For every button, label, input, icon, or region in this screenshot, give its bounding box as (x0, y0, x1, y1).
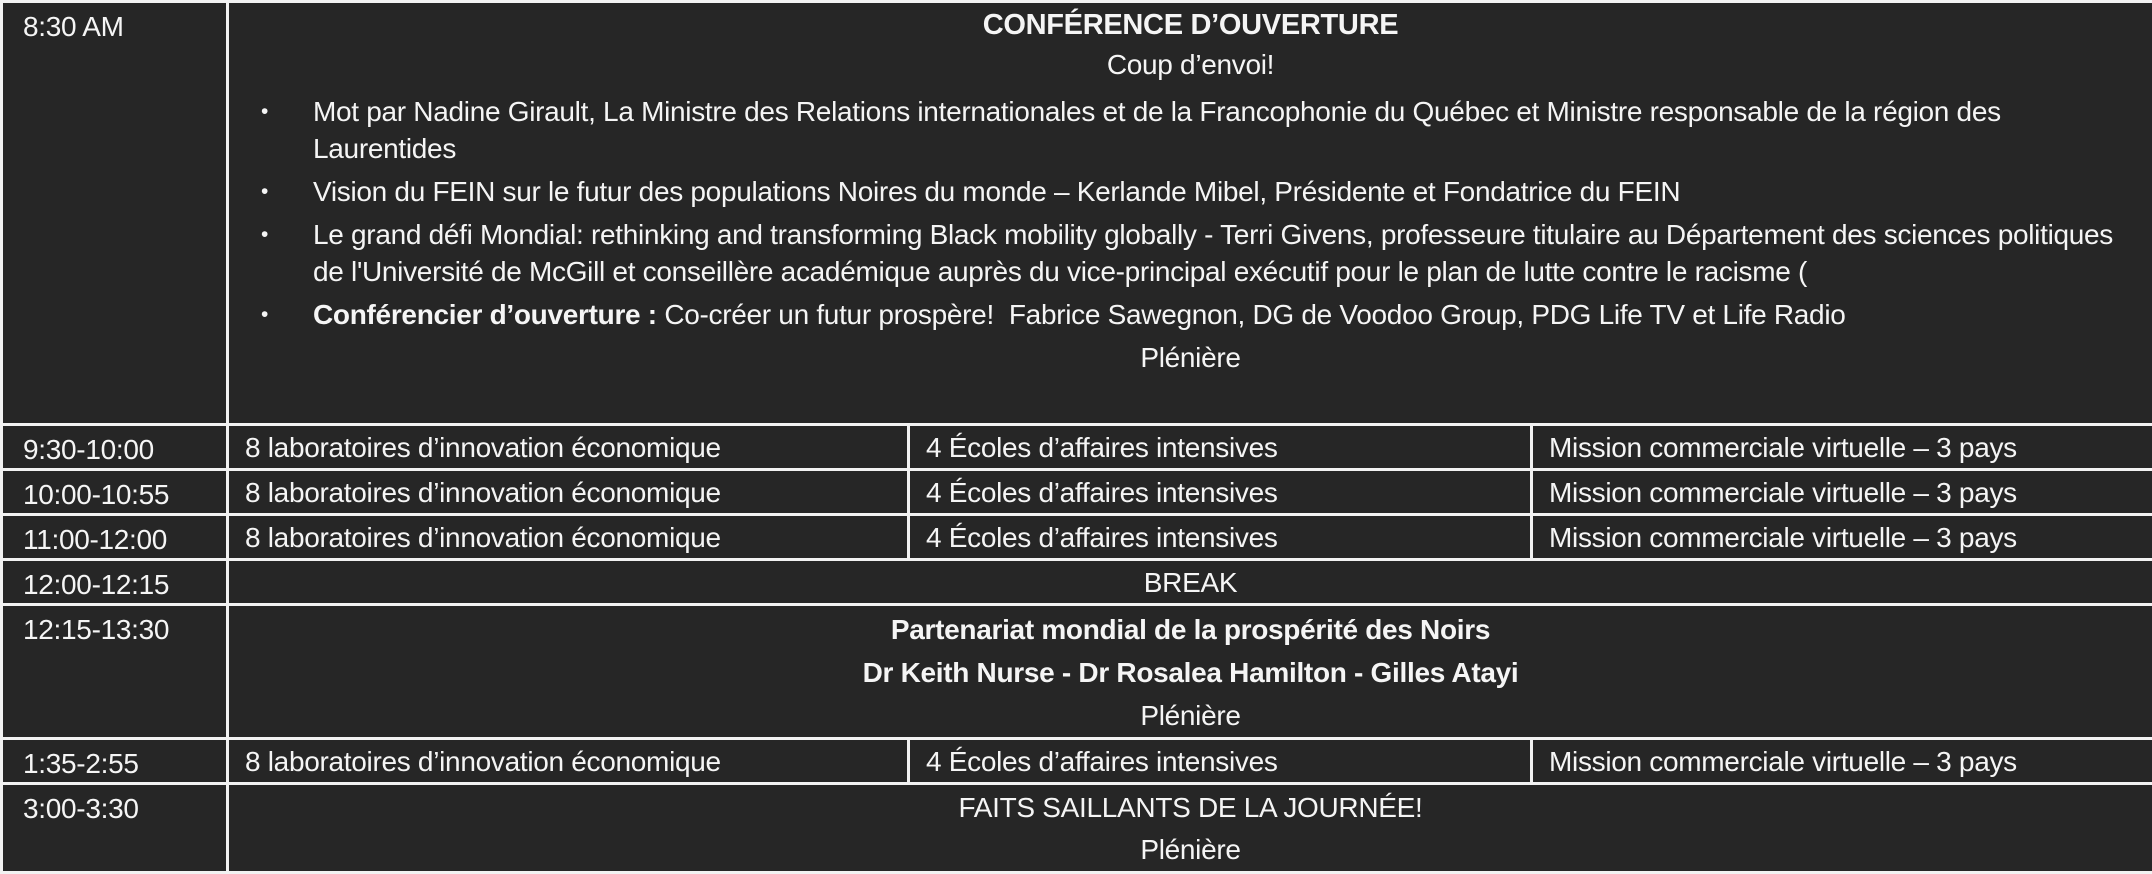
time-cell: 9:30-10:00 (2, 425, 228, 470)
labs-cell: 8 laboratoires d’innovation économique (228, 739, 909, 784)
plenary-title: Partenariat mondial de la prospérité des… (243, 608, 2138, 651)
schools-label: 4 Écoles d’affaires intensives (926, 522, 1278, 553)
row-session-930: 9:30-10:00 8 laboratoires d’innovation é… (2, 425, 2152, 470)
mission-label: Mission commerciale virtuelle – 3 pays (1549, 522, 2017, 553)
time-label: 12:00-12:15 (23, 569, 169, 600)
opening-room-label: Plénière (241, 339, 2140, 377)
schools-label: 4 Écoles d’affaires intensives (926, 477, 1278, 508)
row-highlights: 3:00-3:30 FAITS SAILLANTS DE LA JOURNÉE!… (2, 784, 2152, 873)
bullet-text: Le grand défi Mondial: rethinking and tr… (313, 216, 2140, 290)
row-session-1000: 10:00-10:55 8 laboratoires d’innovation … (2, 470, 2152, 515)
time-cell: 12:00-12:15 (2, 560, 228, 605)
highlights-cell: FAITS SAILLANTS DE LA JOURNÉE! Plénière (228, 784, 2152, 873)
time-cell: 11:00-12:00 (2, 515, 228, 560)
bullet-body: Mot par Nadine Girault, La Ministre des … (313, 96, 2008, 164)
labs-label: 8 laboratoires d’innovation économique (245, 477, 721, 508)
break-cell: BREAK (228, 560, 2152, 605)
bullet-item-keynote: • Conférencier d’ouverture : Co-créer un… (241, 296, 2140, 333)
row-break: 12:00-12:15 BREAK (2, 560, 2152, 605)
opening-subtitle: Coup d’envoi! (241, 45, 2140, 84)
plenary-speakers: Dr Keith Nurse - Dr Rosalea Hamilton - G… (243, 651, 2138, 694)
labs-cell: 8 laboratoires d’innovation économique (228, 515, 909, 560)
bullet-text: Mot par Nadine Girault, La Ministre des … (313, 93, 2140, 167)
bullet-lead: Conférencier d’ouverture : (313, 299, 664, 330)
mission-label: Mission commerciale virtuelle – 3 pays (1549, 477, 2017, 508)
opening-title: CONFÉRENCE D’OUVERTURE (241, 6, 2140, 45)
schools-label: 4 Écoles d’affaires intensives (926, 746, 1278, 777)
mission-cell: Mission commerciale virtuelle – 3 pays (1532, 739, 2152, 784)
time-label: 8:30 AM (23, 11, 124, 42)
time-cell: 10:00-10:55 (2, 470, 228, 515)
highlights-title: FAITS SAILLANTS DE LA JOURNÉE! (243, 787, 2138, 829)
bullet-icon: • (241, 216, 313, 290)
labs-label: 8 laboratoires d’innovation économique (245, 746, 721, 777)
schools-cell: 4 Écoles d’affaires intensives (909, 470, 1532, 515)
row-session-135: 1:35-2:55 8 laboratoires d’innovation éc… (2, 739, 2152, 784)
bullet-item-minister: • Mot par Nadine Girault, La Ministre de… (241, 93, 2140, 167)
bullet-body: Co-créer un futur prospère! Fabrice Sawe… (664, 299, 1845, 330)
time-cell: 12:15-13:30 (2, 605, 228, 739)
schools-cell: 4 Écoles d’affaires intensives (909, 515, 1532, 560)
time-label: 10:00-10:55 (23, 479, 169, 510)
schools-cell: 4 Écoles d’affaires intensives (909, 739, 1532, 784)
time-label: 3:00-3:30 (23, 793, 139, 824)
labs-cell: 8 laboratoires d’innovation économique (228, 470, 909, 515)
bullet-body: Vision du FEIN sur le futur des populati… (313, 176, 1680, 207)
mission-cell: Mission commerciale virtuelle – 3 pays (1532, 425, 2152, 470)
bullet-icon: • (241, 93, 313, 167)
opening-bullet-list: • Mot par Nadine Girault, La Ministre de… (241, 93, 2140, 333)
labs-label: 8 laboratoires d’innovation économique (245, 522, 721, 553)
highlights-room-label: Plénière (243, 829, 2138, 871)
mission-label: Mission commerciale virtuelle – 3 pays (1549, 432, 2017, 463)
schools-cell: 4 Écoles d’affaires intensives (909, 425, 1532, 470)
bullet-item-fein-vision: • Vision du FEIN sur le futur des popula… (241, 173, 2140, 210)
time-cell: 3:00-3:30 (2, 784, 228, 873)
bullet-body: Le grand défi Mondial: rethinking and tr… (313, 219, 2121, 287)
labs-cell: 8 laboratoires d’innovation économique (228, 425, 909, 470)
bullet-text: Vision du FEIN sur le futur des populati… (313, 173, 2140, 210)
mission-cell: Mission commerciale virtuelle – 3 pays (1532, 470, 2152, 515)
schools-label: 4 Écoles d’affaires intensives (926, 432, 1278, 463)
mission-cell: Mission commerciale virtuelle – 3 pays (1532, 515, 2152, 560)
bullet-icon: • (241, 296, 313, 333)
time-label: 9:30-10:00 (23, 434, 154, 465)
time-label: 1:35-2:55 (23, 748, 139, 779)
time-cell: 1:35-2:55 (2, 739, 228, 784)
bullet-item-grand-defi: • Le grand défi Mondial: rethinking and … (241, 216, 2140, 290)
opening-conference-cell: CONFÉRENCE D’OUVERTURE Coup d’envoi! • M… (228, 2, 2152, 425)
row-opening-conference: 8:30 AM CONFÉRENCE D’OUVERTURE Coup d’en… (2, 2, 2152, 425)
bullet-icon: • (241, 173, 313, 210)
time-cell: 8:30 AM (2, 2, 228, 425)
bullet-text: Conférencier d’ouverture : Co-créer un f… (313, 296, 2140, 333)
time-label: 11:00-12:00 (23, 524, 167, 555)
time-label: 12:15-13:30 (23, 614, 169, 645)
break-label: BREAK (1144, 567, 1237, 598)
mission-label: Mission commerciale virtuelle – 3 pays (1549, 746, 2017, 777)
plenary-cell: Partenariat mondial de la prospérité des… (228, 605, 2152, 739)
plenary-room-label: Plénière (243, 694, 2138, 737)
labs-label: 8 laboratoires d’innovation économique (245, 432, 721, 463)
row-session-1100: 11:00-12:00 8 laboratoires d’innovation … (2, 515, 2152, 560)
row-plenary-partenariat: 12:15-13:30 Partenariat mondial de la pr… (2, 605, 2152, 739)
